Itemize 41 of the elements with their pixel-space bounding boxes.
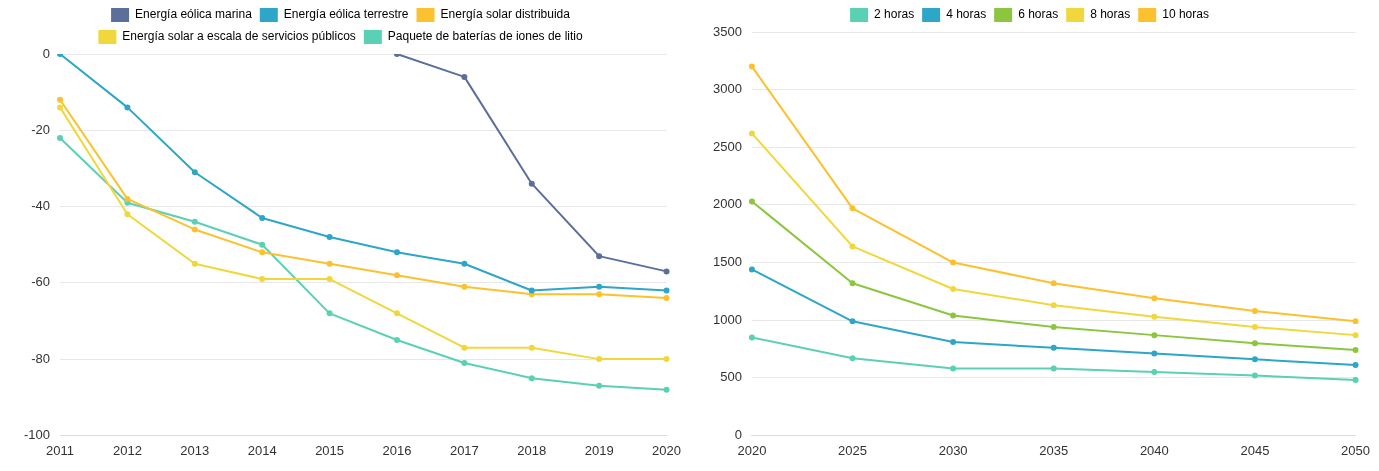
legend-label: 6 horas <box>1018 7 1059 22</box>
x-tick-label: 2040 <box>1139 442 1169 458</box>
y-tick-label: 3000 <box>713 81 742 97</box>
y-tick-label: -40 <box>31 198 51 214</box>
x-tick-label: 2011 <box>46 442 74 458</box>
y-tick-label: 1000 <box>713 311 742 327</box>
x-tick-label: 2012 <box>112 442 142 458</box>
x-tick-label: 2016 <box>382 442 412 458</box>
y-tick-label: 500 <box>720 369 742 385</box>
legend-label: 10 horas <box>1162 7 1209 22</box>
x-tick-label: 2045 <box>1240 442 1270 458</box>
y-tick-label: -80 <box>31 350 51 366</box>
y-tick-label: 2500 <box>713 138 742 154</box>
legend-label: Energía eólica marina <box>135 7 253 22</box>
legend-label: Energía eólica terrestre <box>283 7 409 22</box>
y-tick-label: 1500 <box>713 254 742 270</box>
y-tick-label: -20 <box>31 121 51 137</box>
y-tick-label: 0 <box>734 426 742 442</box>
legend-label: Paquete de baterías de iones de litio <box>387 29 583 44</box>
x-tick-label: 2014 <box>247 442 277 458</box>
y-tick-label: -100 <box>23 426 51 442</box>
x-tick-label: 2025 <box>838 442 867 458</box>
x-tick-label: 2015 <box>315 442 345 458</box>
x-tick-label: 2020 <box>652 442 681 458</box>
legend-label: 2 horas <box>874 7 915 22</box>
legend-label: 4 horas <box>946 7 987 22</box>
x-tick-label: 2020 <box>737 442 767 458</box>
legend-label: 8 horas <box>1090 7 1131 22</box>
x-tick-label: 2035 <box>1039 442 1069 458</box>
x-tick-label: 2030 <box>938 442 968 458</box>
y-tick-label: -60 <box>31 274 51 290</box>
legend-label: Energía solar a escala de servicios públicos <box>122 29 356 44</box>
x-tick-label: 2019 <box>584 442 614 458</box>
x-tick-label: 2017 <box>449 442 479 458</box>
legend-label: Energía solar distribuida <box>440 7 571 22</box>
y-tick-label: 0 <box>42 45 51 61</box>
x-tick-label: 2050 <box>1341 442 1370 458</box>
x-tick-label: 2013 <box>180 442 210 458</box>
y-tick-label: 2000 <box>713 196 742 212</box>
y-tick-label: 3500 <box>713 23 742 39</box>
x-tick-label: 2018 <box>517 442 547 458</box>
